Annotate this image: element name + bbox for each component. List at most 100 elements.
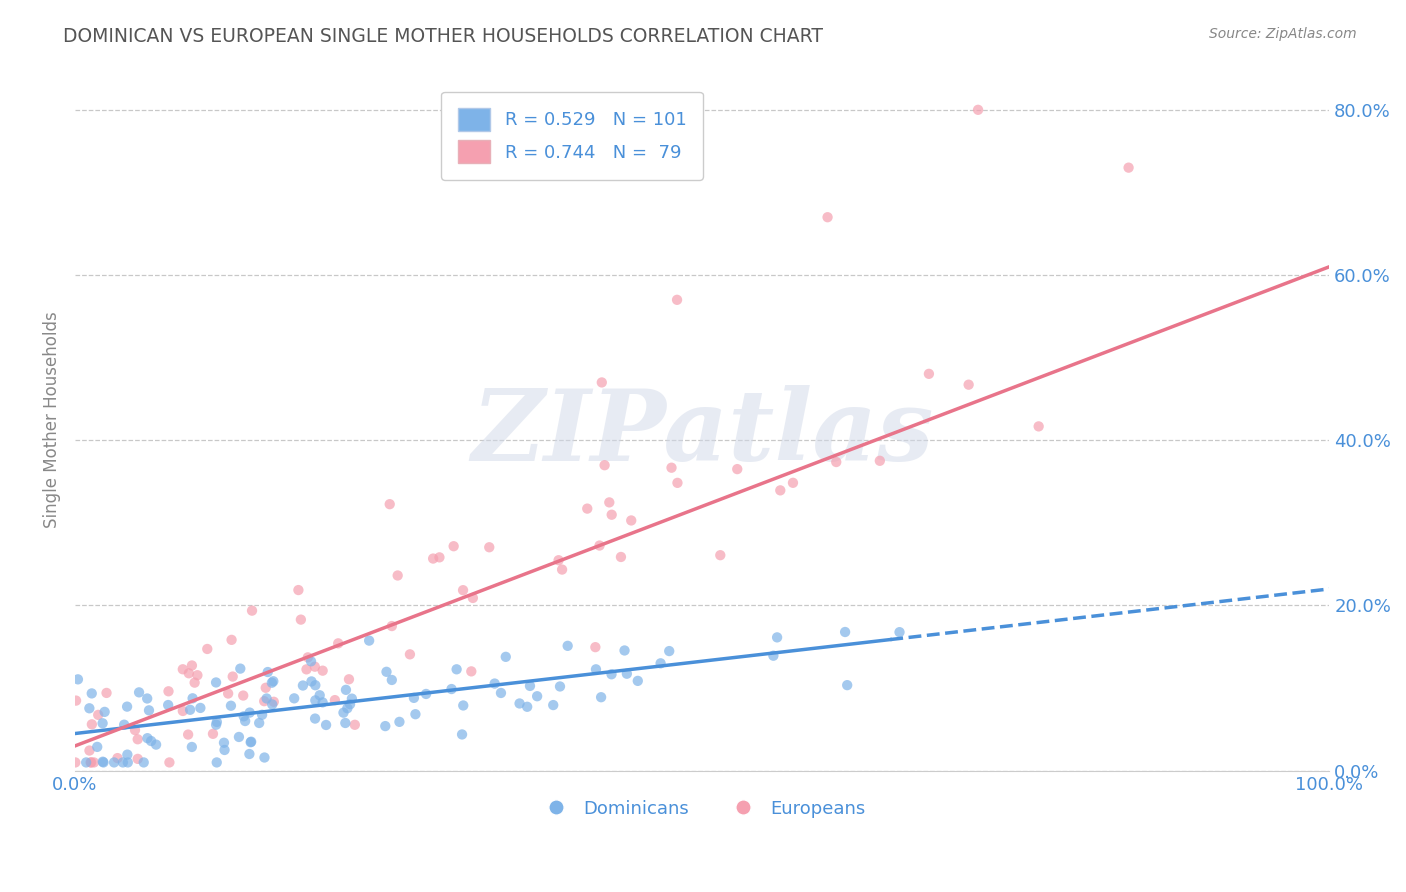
Point — [157, 684, 180, 698]
Point — [283, 691, 305, 706]
Point — [263, 695, 285, 709]
Point — [172, 662, 194, 676]
Point — [613, 643, 636, 657]
Point — [889, 625, 911, 640]
Point — [340, 691, 363, 706]
Point — [299, 654, 322, 668]
Point — [179, 703, 201, 717]
Point — [87, 707, 110, 722]
Point — [610, 549, 633, 564]
Point — [451, 698, 474, 713]
Point — [205, 675, 228, 690]
Point — [591, 690, 613, 705]
Point — [262, 674, 284, 689]
Point — [557, 639, 579, 653]
Point — [83, 756, 105, 770]
Point — [117, 747, 139, 762]
Point — [339, 697, 361, 711]
Point — [93, 705, 115, 719]
Point — [591, 376, 613, 390]
Point — [240, 604, 263, 618]
Point — [918, 367, 941, 381]
Point — [526, 690, 548, 704]
Point — [107, 751, 129, 765]
Point — [460, 665, 482, 679]
Y-axis label: Single Mother Households: Single Mother Households — [44, 311, 60, 528]
Point — [180, 658, 202, 673]
Point — [709, 548, 731, 562]
Point — [229, 662, 252, 676]
Point — [205, 756, 228, 770]
Point — [837, 678, 859, 692]
Point — [388, 714, 411, 729]
Point — [205, 717, 228, 731]
Point — [111, 756, 134, 770]
Point — [295, 662, 318, 676]
Point — [323, 693, 346, 707]
Point — [725, 462, 748, 476]
Point — [139, 734, 162, 748]
Point — [541, 698, 564, 712]
Point — [262, 698, 284, 712]
Point — [516, 699, 538, 714]
Point — [157, 756, 180, 770]
Point — [335, 682, 357, 697]
Point — [103, 756, 125, 770]
Point — [91, 716, 114, 731]
Point — [254, 681, 277, 695]
Point — [440, 681, 463, 696]
Point — [79, 756, 101, 770]
Point — [782, 475, 804, 490]
Point — [238, 747, 260, 761]
Text: ZIPatlas: ZIPatlas — [471, 385, 934, 482]
Point — [600, 667, 623, 681]
Point — [291, 679, 314, 693]
Point — [429, 550, 451, 565]
Point — [91, 755, 114, 769]
Point — [214, 743, 236, 757]
Point — [661, 460, 683, 475]
Point — [548, 680, 571, 694]
Point — [256, 665, 278, 679]
Point — [304, 712, 326, 726]
Point — [222, 669, 245, 683]
Point — [232, 689, 254, 703]
Point — [157, 698, 180, 712]
Point — [136, 731, 159, 746]
Point — [387, 568, 409, 582]
Point — [287, 583, 309, 598]
Text: Source: ZipAtlas.com: Source: ZipAtlas.com — [1209, 27, 1357, 41]
Point — [183, 675, 205, 690]
Point — [627, 673, 650, 688]
Point — [399, 648, 422, 662]
Point — [253, 750, 276, 764]
Text: DOMINICAN VS EUROPEAN SINGLE MOTHER HOUSEHOLDS CORRELATION CHART: DOMINICAN VS EUROPEAN SINGLE MOTHER HOUS… — [63, 27, 824, 45]
Point — [304, 678, 326, 692]
Point — [112, 717, 135, 731]
Point — [145, 738, 167, 752]
Point — [65, 693, 87, 707]
Point — [478, 541, 501, 555]
Point — [195, 642, 218, 657]
Point — [489, 686, 512, 700]
Point — [869, 454, 891, 468]
Point — [359, 633, 381, 648]
Point — [404, 707, 426, 722]
Point — [124, 723, 146, 737]
Point — [127, 752, 149, 766]
Point — [186, 668, 208, 682]
Point — [328, 636, 350, 650]
Point — [381, 673, 404, 687]
Point — [378, 497, 401, 511]
Point — [304, 659, 326, 673]
Point — [79, 743, 101, 757]
Point — [957, 377, 980, 392]
Point — [658, 644, 681, 658]
Point — [374, 719, 396, 733]
Point — [181, 691, 204, 706]
Point — [219, 698, 242, 713]
Point — [66, 673, 89, 687]
Point — [415, 687, 437, 701]
Point — [301, 674, 323, 689]
Point — [212, 736, 235, 750]
